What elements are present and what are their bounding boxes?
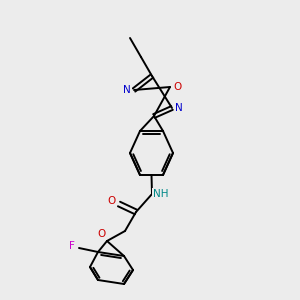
Text: N: N xyxy=(123,85,131,95)
Text: O: O xyxy=(98,229,106,239)
Text: O: O xyxy=(108,196,116,206)
Text: F: F xyxy=(69,241,75,251)
Text: N: N xyxy=(175,103,183,113)
Text: O: O xyxy=(173,82,181,92)
Text: NH: NH xyxy=(153,189,169,199)
